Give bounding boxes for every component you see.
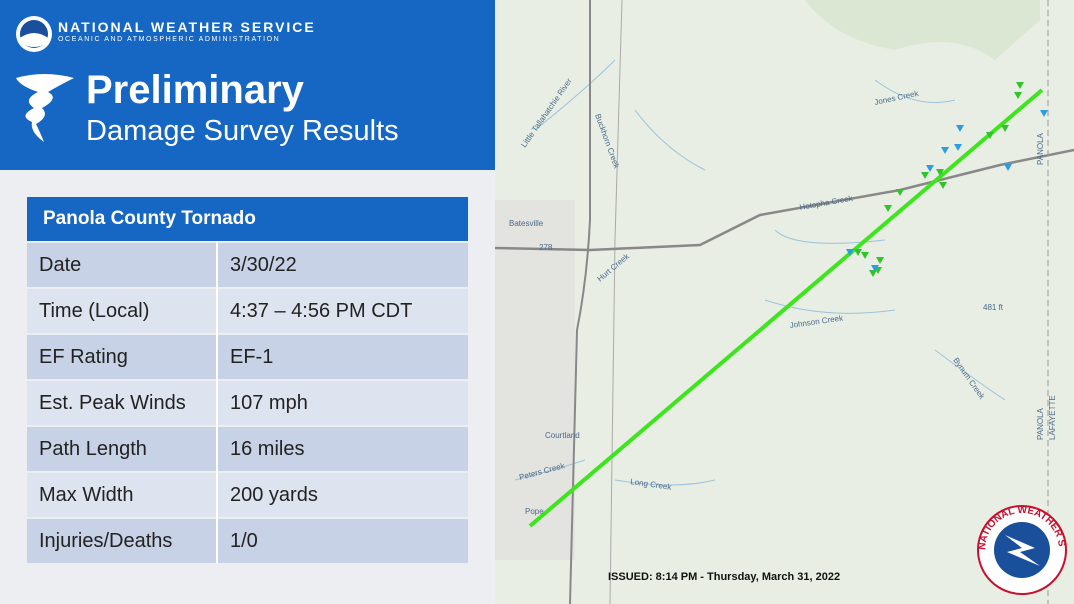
map-label: Pope — [525, 507, 544, 516]
tornado-track — [528, 88, 1044, 528]
row-value: 4:37 – 4:56 PM CDT — [217, 287, 468, 334]
damage-point — [896, 189, 904, 196]
issued: ISSUED: 8:14 PM - Thursday, March 31, 20… — [608, 571, 840, 583]
row-value: 107 mph — [217, 379, 468, 426]
damage-point — [861, 252, 869, 259]
damage-point — [1014, 92, 1022, 99]
damage-point — [954, 144, 962, 151]
row-label: Injuries/Deaths — [27, 517, 218, 563]
table-row: Time (Local) 4:37 – 4:56 PM CDT — [27, 287, 468, 334]
damage-point — [1040, 110, 1048, 117]
table-row: Date 3/30/22 — [27, 241, 468, 288]
damage-point — [846, 249, 854, 256]
damage-point — [936, 169, 944, 176]
agency: NATIONAL WEATHER SERVICE — [58, 19, 316, 35]
damage-point — [871, 265, 879, 272]
row-label: Time (Local) — [27, 287, 218, 334]
row-value: 1/0 — [217, 517, 468, 563]
map-label: LAFAYETTE — [1048, 395, 1057, 440]
damage-point — [956, 125, 964, 132]
damage-point — [986, 132, 994, 139]
table-row: Injuries/Deaths 1/0 — [27, 517, 468, 563]
row-value: 200 yards — [217, 471, 468, 518]
map-bg — [495, 0, 1074, 604]
map: Little Tallahatchie River Buckhorn CreekJ… — [495, 0, 1074, 604]
damage-point — [1001, 125, 1009, 132]
damage-points — [846, 82, 1048, 277]
damage-point — [876, 257, 884, 264]
title-line2: Damage Survey Results — [86, 115, 399, 147]
map-label: Courtland — [545, 431, 580, 440]
row-label: Path Length — [27, 425, 218, 472]
header: NATIONAL WEATHER SERVICE OCEANIC AND ATM… — [0, 0, 495, 170]
table-row: Est. Peak Winds 107 mph — [27, 379, 468, 426]
map-label: Batesville — [509, 219, 544, 228]
table-title: Panola County Tornado — [27, 197, 468, 242]
damage-point — [926, 165, 934, 172]
map-label: 278 — [539, 243, 553, 252]
damage-point — [1004, 164, 1012, 171]
streams — [514, 59, 1006, 486]
map-label: PANOLA — [1036, 132, 1045, 165]
noaa-logo — [16, 16, 52, 52]
row-value: 16 miles — [217, 425, 468, 472]
table-row: EF Rating EF-1 — [27, 333, 468, 380]
damage-point — [939, 182, 947, 189]
highway — [569, 0, 591, 604]
row-label: EF Rating — [27, 333, 218, 380]
railroad — [609, 0, 623, 604]
road-278 — [495, 148, 1074, 252]
hill-area — [805, 0, 1040, 60]
row-label: Date — [27, 241, 218, 288]
info-panel: NATIONAL WEATHER SERVICE OCEANIC AND ATM… — [0, 0, 495, 604]
damage-point — [941, 147, 949, 154]
row-value: 3/30/22 — [217, 241, 468, 288]
damage-point — [854, 249, 862, 256]
map-label: PANOLA — [1036, 407, 1045, 440]
tornado-icon — [16, 74, 74, 142]
damage-point — [884, 205, 892, 212]
table-row: Max Width 200 yards — [27, 471, 468, 518]
table-row: Path Length 16 miles — [27, 425, 468, 472]
row-value: EF-1 — [217, 333, 468, 380]
survey-table: Panola County Tornado Date 3/30/22 Time (L… — [27, 197, 468, 563]
map-label: 481 ft — [983, 303, 1004, 312]
row-label: Max Width — [27, 471, 218, 518]
damage-point — [921, 172, 929, 179]
urban-area — [495, 200, 575, 560]
agency-sub: OCEANIC AND ATMOSPHERIC ADMINISTRATION — [58, 36, 281, 43]
damage-point — [1016, 82, 1024, 89]
title-line1: Preliminary — [86, 68, 304, 112]
row-label: Est. Peak Winds — [27, 379, 218, 426]
